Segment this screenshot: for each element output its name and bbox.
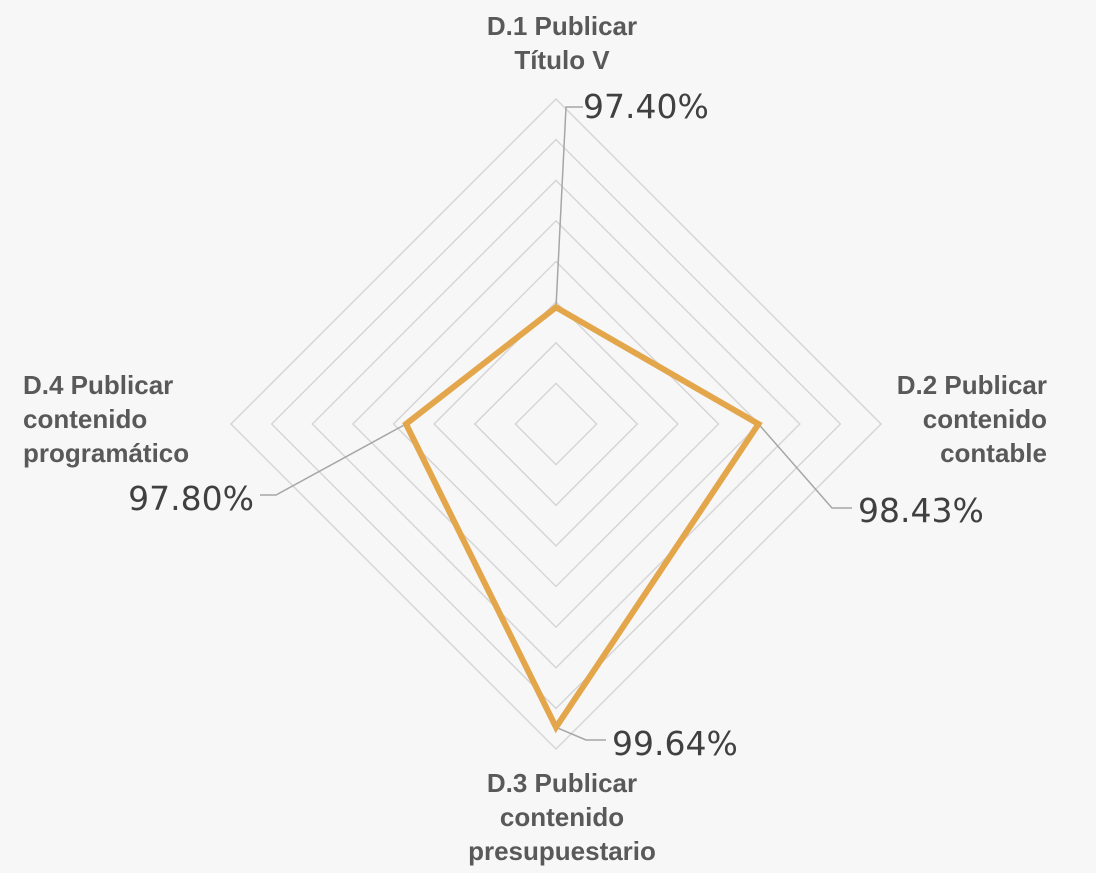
category-label: D.4 Publicar contenido programático xyxy=(23,370,189,468)
labels: 97.40% 98.43% 99.64% 97.80% D.1 Publicar Títu… xyxy=(23,11,1047,866)
category-label-line: D.4 Publicar xyxy=(23,370,173,400)
data-label: 97.40% xyxy=(583,87,709,126)
grid-ring xyxy=(229,97,883,751)
radar-grid xyxy=(229,97,883,751)
grid-ring xyxy=(514,382,598,466)
category-label-line: D.2 Publicar xyxy=(897,370,1047,400)
category-label: D.3 Publicar contenido presupuestario xyxy=(468,768,656,866)
category-label: D.1 Publicar Título V xyxy=(487,11,637,75)
series-line xyxy=(402,303,763,734)
category-label-line: D.3 Publicar xyxy=(487,768,637,798)
leader-line xyxy=(260,423,407,496)
category-label-line: contenido xyxy=(923,404,1047,434)
category-label-line: contenido xyxy=(23,404,147,434)
category-label-line: D.1 Publicar xyxy=(487,11,637,41)
radar-series xyxy=(402,303,763,734)
data-label: 99.64% xyxy=(612,724,738,763)
category-label-line: presupuestario xyxy=(468,836,656,866)
category-label-line: contable xyxy=(940,438,1047,468)
category-label-line: Título V xyxy=(514,45,610,75)
grid-ring xyxy=(351,219,761,629)
grid-ring xyxy=(270,138,842,710)
category-label-line: contenido xyxy=(500,802,624,832)
category-label: D.2 Publicar contenido contable xyxy=(897,370,1047,468)
data-label: 97.80% xyxy=(128,479,254,518)
data-label: 98.43% xyxy=(858,491,984,530)
leader-line xyxy=(757,423,852,509)
grid-ring xyxy=(473,341,639,507)
category-label-line: programático xyxy=(23,438,189,468)
grid-ring xyxy=(433,301,679,547)
grid-ring xyxy=(311,179,801,669)
leader-lines xyxy=(260,106,852,741)
leader-line xyxy=(555,726,606,741)
leader-line xyxy=(555,106,583,308)
